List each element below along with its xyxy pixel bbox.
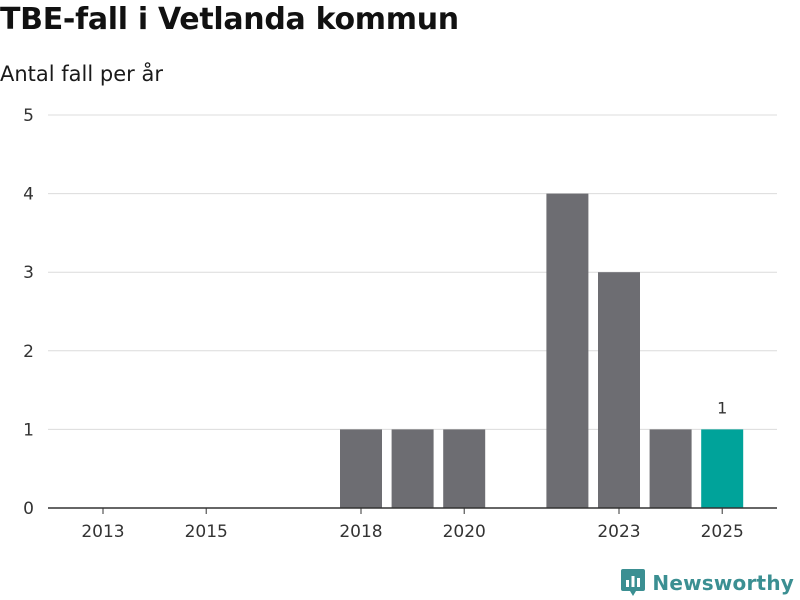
bar-2019 (391, 429, 434, 508)
y-tick-label: 5 (23, 106, 34, 126)
bar-2022 (546, 193, 589, 508)
data-label: 1 (717, 398, 727, 417)
x-tick-label: 2025 (701, 522, 744, 542)
y-tick-label: 2 (23, 342, 34, 362)
y-axis-ticks: 0 1 2 3 4 5 (23, 106, 34, 519)
newsworthy-logo-icon (621, 569, 646, 596)
y-tick-label: 1 (23, 420, 34, 440)
brand-name: Newsworthy (652, 571, 794, 595)
bar-2023 (598, 272, 640, 508)
x-tick-label: 2020 (443, 522, 486, 542)
y-tick-label: 0 (23, 499, 34, 519)
x-axis-ticks: 2013 2015 2018 2020 2023 2025 (81, 508, 744, 542)
chart-subtitle: Antal fall per år (0, 62, 163, 86)
chart-title: TBE-fall i Vetlanda kommun (0, 2, 459, 37)
y-tick-label: 4 (23, 185, 34, 205)
bar-chart: 0 1 2 3 4 5 2013 2015 2018 2020 2023 2025 1 (23, 106, 777, 542)
x-tick-label: 2015 (185, 522, 228, 542)
bar-2025 (701, 429, 744, 508)
x-tick-label: 2023 (597, 522, 640, 542)
bars (340, 193, 744, 508)
grid-lines (48, 114, 777, 430)
y-tick-label: 3 (23, 263, 34, 283)
bar-2018 (340, 429, 382, 508)
bar-2020 (443, 429, 486, 508)
data-labels: 1 (717, 398, 727, 417)
x-tick-label: 2018 (339, 522, 382, 542)
brand-logo: Newsworthy (620, 568, 794, 598)
x-tick-label: 2013 (81, 522, 124, 542)
bar-2024 (649, 429, 692, 508)
